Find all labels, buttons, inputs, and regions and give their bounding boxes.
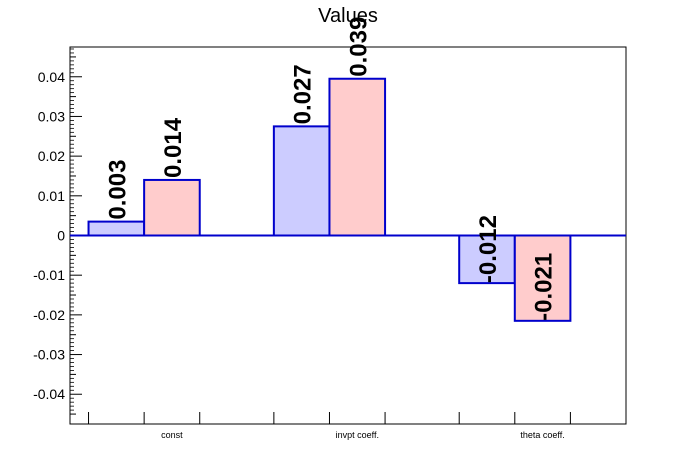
data-labels: 0.003 0.027 -0.012 0.014 0.039 -0.021 — [104, 17, 557, 321]
bars — [87, 77, 572, 322]
y-tick-label: -0.02 — [33, 307, 65, 323]
data-label: 0.014 — [160, 117, 187, 178]
y-tick-label: -0.03 — [33, 347, 65, 363]
bar — [272, 125, 331, 237]
y-axis: -0.04 -0.03 -0.02 -0.01 0 0.01 0.02 0.03 0.04 — [33, 48, 82, 415]
bar — [143, 178, 201, 237]
x-axis: const invpt coeff. theta coeff. — [88, 412, 571, 440]
data-label: -0.021 — [531, 253, 558, 321]
chart-title: Values — [318, 5, 378, 27]
x-category-label: invpt coeff. — [336, 430, 379, 440]
y-tick-label: 0.03 — [38, 108, 65, 124]
y-tick-label: 0.02 — [38, 148, 65, 164]
bar — [87, 220, 146, 237]
bar — [328, 77, 387, 237]
data-label: 0.039 — [345, 17, 372, 77]
data-label: -0.012 — [475, 215, 502, 283]
y-tick-label: 0.01 — [38, 188, 65, 204]
x-category-label: theta coeff. — [520, 430, 564, 440]
data-label: 0.003 — [104, 160, 131, 220]
data-label: 0.027 — [290, 64, 317, 124]
x-category-label: const — [161, 430, 183, 440]
y-tick-label: 0.04 — [38, 69, 65, 85]
y-tick-label: 0 — [57, 228, 65, 244]
y-tick-label: -0.01 — [33, 267, 65, 283]
bar — [513, 234, 572, 322]
y-tick-label: -0.04 — [33, 386, 65, 402]
